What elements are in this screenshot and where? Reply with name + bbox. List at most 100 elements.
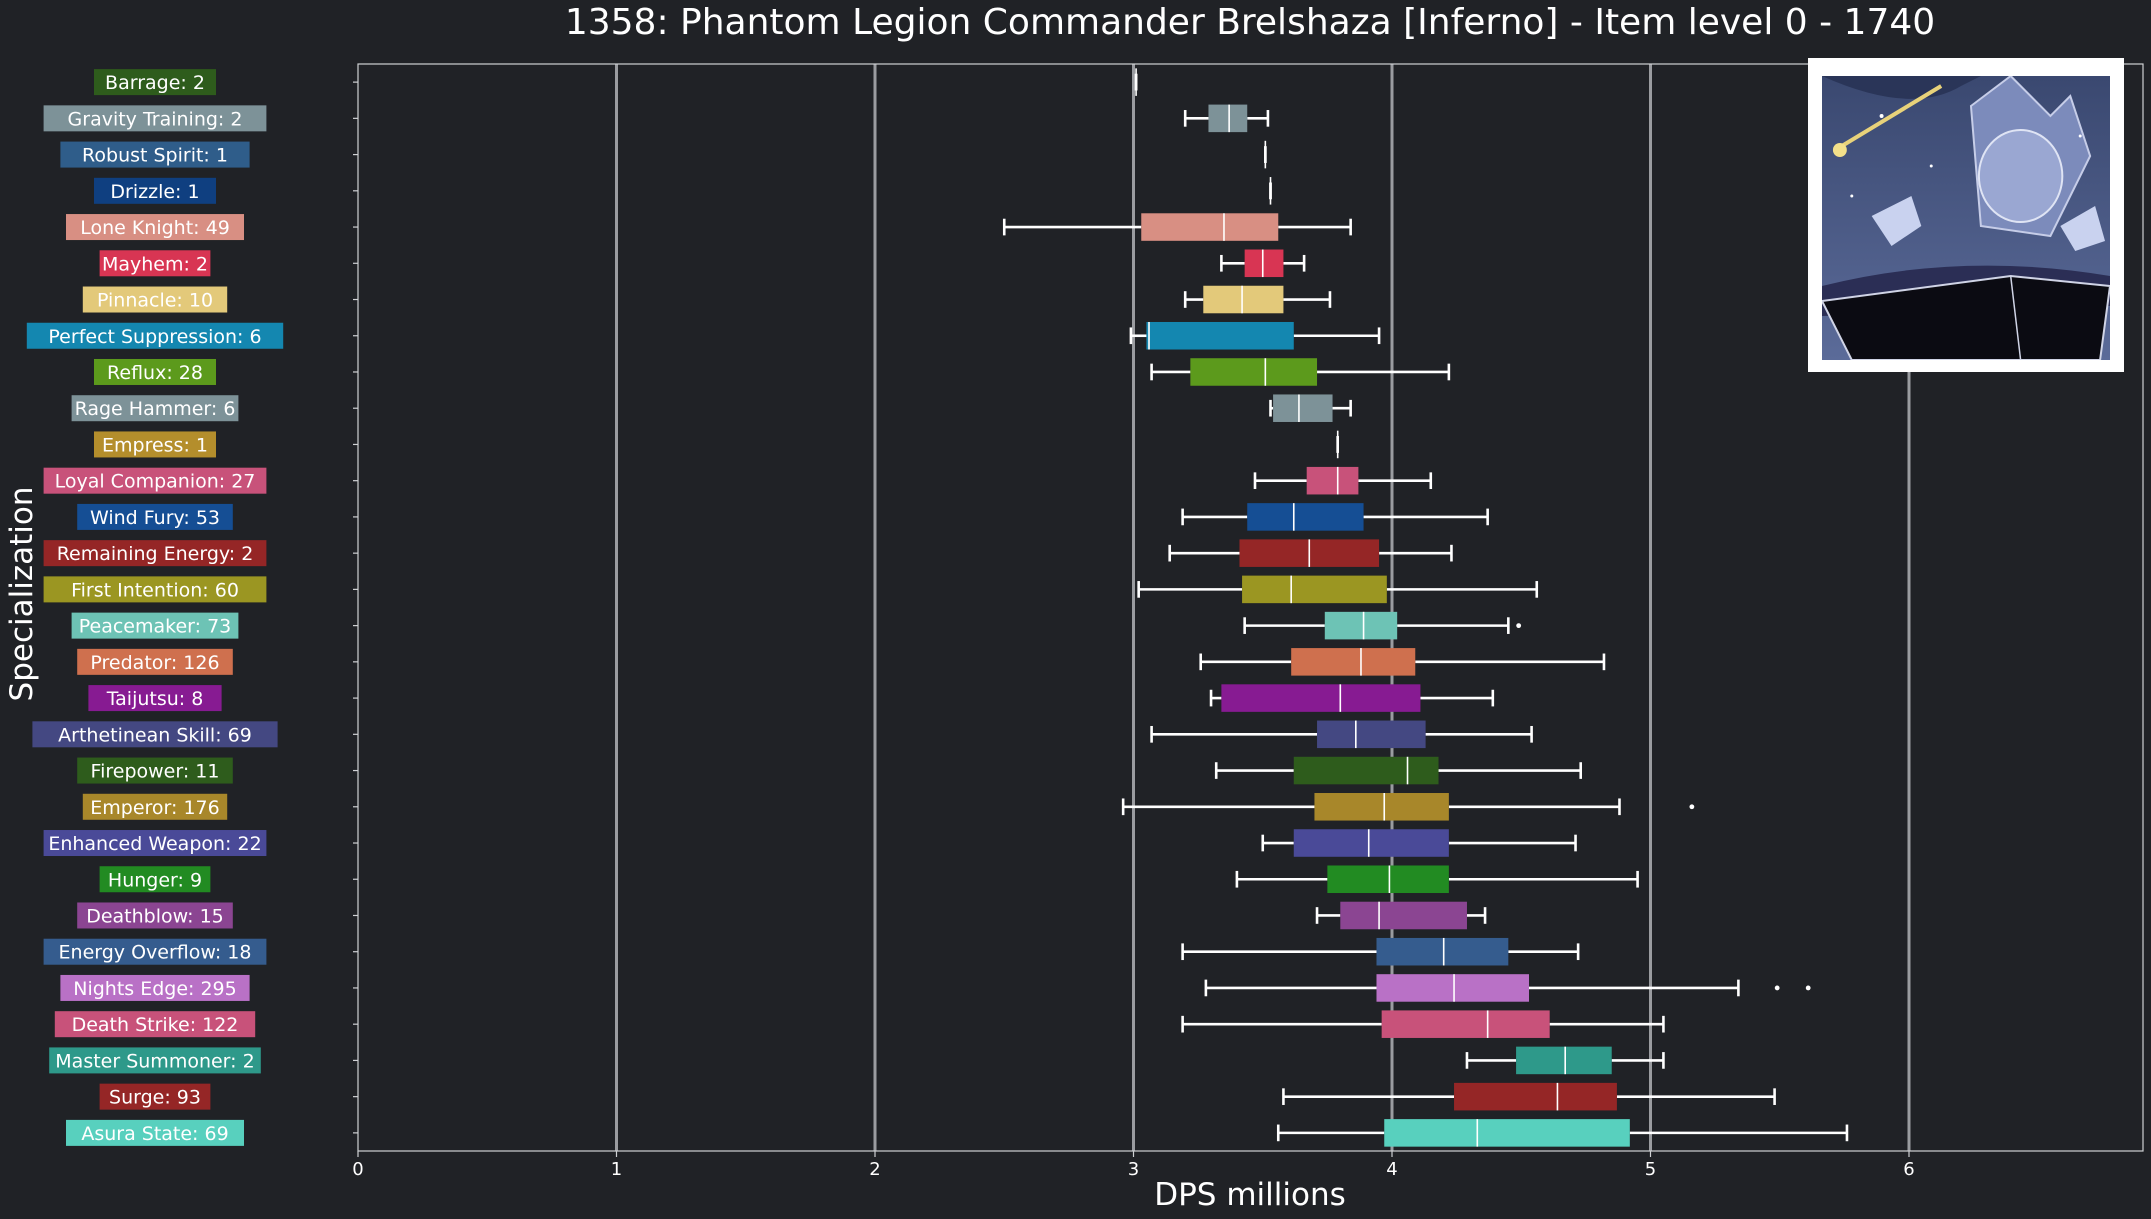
y-tick-label: Nights Edge: 295 <box>73 978 237 1000</box>
box-iqr <box>1221 684 1420 712</box>
y-tick-label: Asura State: 69 <box>81 1123 228 1145</box>
box-plot <box>1123 793 1694 821</box>
box-plot <box>1004 213 1350 241</box>
y-tick-label-group: Nights Edge: 295 <box>60 975 249 1001</box>
x-tick-label: 6 <box>1903 1159 1914 1180</box>
box-plot <box>1221 250 1304 278</box>
box-iqr <box>1325 612 1397 640</box>
box-plot <box>1201 648 1604 676</box>
box-iqr <box>1376 938 1508 966</box>
x-tick-label: 0 <box>352 1159 363 1180</box>
box-plot <box>1237 865 1638 893</box>
box-plot <box>1263 829 1576 857</box>
y-tick-label-group: Barrage: 2 <box>94 69 216 95</box>
y-tick-label: Arthetinean Skill: 69 <box>58 724 252 746</box>
box-plot <box>1152 721 1532 749</box>
y-tick-label: Predator: 126 <box>90 652 219 674</box>
y-tick-label-group: Asura State: 69 <box>66 1120 244 1146</box>
box-plot <box>1131 322 1379 350</box>
box-plot <box>1467 1047 1663 1075</box>
y-tick-labels: Barrage: 2 Gravity Training: 2 Robust Spir… <box>27 69 358 1146</box>
box-iqr <box>1382 1010 1550 1038</box>
box-plot <box>1183 1010 1664 1038</box>
box-plot <box>1152 358 1449 386</box>
box-plot <box>1255 467 1431 495</box>
y-tick-label: Reflux: 28 <box>107 362 203 384</box>
y-tick-label: Master Summoner: 2 <box>55 1050 254 1072</box>
y-tick-label: Remaining Energy: 2 <box>57 543 254 565</box>
boss-thumbnail <box>1808 58 2124 372</box>
y-tick-label: Barrage: 2 <box>105 72 205 94</box>
box-iqr <box>1141 213 1278 241</box>
y-tick-label: Rage Hammer: 6 <box>75 398 236 420</box>
box-plot <box>1216 757 1580 785</box>
y-tick-label-group: Predator: 126 <box>77 649 233 675</box>
box-iqr <box>1203 286 1283 314</box>
y-tick-label: Drizzle: 1 <box>110 181 199 203</box>
y-tick-label-group: Mayhem: 2 <box>100 250 211 276</box>
box-iqr <box>1376 974 1529 1002</box>
box-iqr <box>1340 902 1467 930</box>
box-plot <box>1271 394 1351 422</box>
x-tick-label: 3 <box>1128 1159 1139 1180</box>
box-iqr <box>1314 793 1448 821</box>
box-iqr <box>1454 1083 1617 1111</box>
box-plot <box>1278 1119 1847 1147</box>
y-axis-label: Specialization <box>4 487 40 702</box>
outlier-point <box>1775 986 1780 991</box>
y-tick-label: Enhanced Weapon: 22 <box>48 833 261 855</box>
y-tick-label: Perfect Suppression: 6 <box>48 326 261 348</box>
y-tick-label-group: Wind Fury: 53 <box>77 504 233 530</box>
y-tick-label-group: Deathblow: 15 <box>77 902 233 928</box>
y-tick-label-group: Rage Hammer: 6 <box>72 395 239 421</box>
box-plot <box>1206 974 1811 1002</box>
y-tick-label: Peacemaker: 73 <box>79 616 232 638</box>
box-plot <box>1170 539 1452 567</box>
outlier-point <box>1516 623 1521 628</box>
y-tick-label: Taijutsu: 8 <box>106 688 204 710</box>
y-tick-label-group: Firepower: 11 <box>77 758 233 784</box>
box-iqr <box>1384 1119 1630 1147</box>
box-plot <box>1283 1083 1774 1111</box>
y-tick-label: Mayhem: 2 <box>102 253 208 275</box>
box-plot <box>1183 503 1488 531</box>
y-tick-label-group: Energy Overflow: 18 <box>44 939 267 965</box>
x-tick-label: 1 <box>611 1159 622 1180</box>
y-tick-label-group: Perfect Suppression: 6 <box>27 323 283 349</box>
box-iqr <box>1294 757 1439 785</box>
y-tick-label: Loyal Companion: 27 <box>55 471 256 493</box>
y-tick-label-group: Peacemaker: 73 <box>72 613 239 639</box>
y-tick-label-group: Drizzle: 1 <box>94 178 216 204</box>
x-axis-label: DPS millions <box>1154 1177 1346 1213</box>
y-tick-label-group: Death Strike: 122 <box>55 1011 255 1037</box>
x-tick-label: 4 <box>1386 1159 1397 1180</box>
chart-title: 1358: Phantom Legion Commander Brelshaza… <box>565 2 1935 43</box>
box-plot <box>1185 105 1268 133</box>
y-tick-label-group: Emperor: 176 <box>83 794 227 820</box>
y-tick-label-group: Lone Knight: 49 <box>66 214 244 240</box>
y-tick-label-group: Empress: 1 <box>94 431 216 457</box>
box-iqr <box>1245 250 1284 278</box>
box-iqr <box>1291 648 1415 676</box>
y-tick-label-group: Hunger: 9 <box>100 866 211 892</box>
box-iqr <box>1242 576 1387 604</box>
outlier-point <box>1689 804 1694 809</box>
box-iqr <box>1307 467 1359 495</box>
y-tick-label-group: Taijutsu: 8 <box>88 685 221 711</box>
y-tick-label: Empress: 1 <box>102 434 208 456</box>
y-tick-label: Gravity Training: 2 <box>68 108 243 130</box>
y-tick-label: First Intention: 60 <box>71 579 239 601</box>
y-tick-label: Death Strike: 122 <box>72 1014 239 1036</box>
box-plot <box>1183 938 1579 966</box>
box-iqr <box>1208 105 1247 133</box>
y-tick-label-group: Gravity Training: 2 <box>44 105 267 131</box>
box-iqr <box>1317 721 1426 749</box>
y-tick-label-group: Robust Spirit: 1 <box>60 142 249 168</box>
y-tick-label-group: First Intention: 60 <box>44 576 267 602</box>
box-plot <box>1211 684 1493 712</box>
box-plot <box>1139 576 1537 604</box>
y-tick-label: Emperor: 176 <box>90 797 219 819</box>
boss-artwork-image <box>1822 76 2110 360</box>
box-iqr <box>1273 394 1332 422</box>
box-iqr <box>1247 503 1363 531</box>
